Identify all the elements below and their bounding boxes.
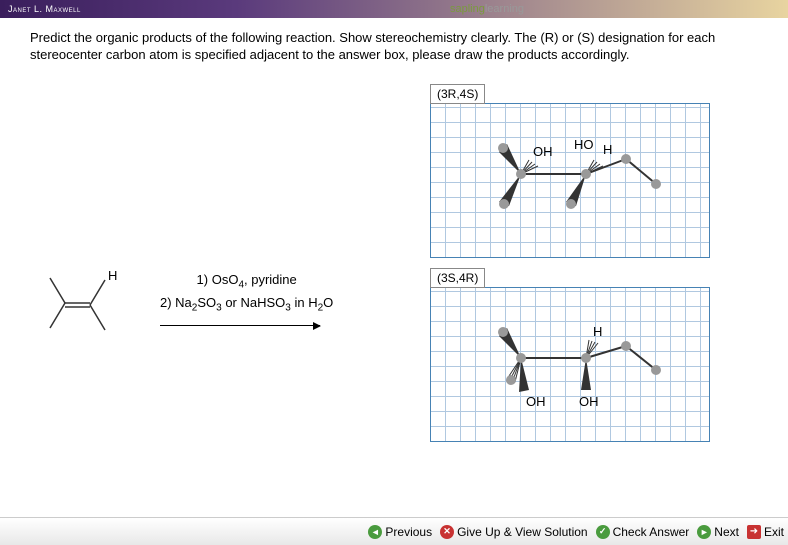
answers-column: (3R,4S) OH H HO [430,84,758,452]
svg-text:OH: OH [579,394,599,409]
exit-button[interactable]: ➜ Exit [747,525,784,539]
logo-part1: sapling [450,3,485,15]
check-icon: ✓ [596,525,610,539]
svg-text:H: H [108,268,117,283]
stereo-label-2: (3S,4R) [430,268,485,288]
giveup-icon: ✕ [440,525,454,539]
reagents-block: 1) OsO4, pyridine 2) Na2SO3 or NaHSO3 in… [160,270,333,326]
header-bar: Janet L. Maxwell saplinglearning [0,0,788,18]
drawing-grid-1[interactable]: OH H HO [430,103,710,258]
reagents-text: 1) OsO4, pyridine 2) Na2SO3 or NaHSO3 in… [160,270,333,317]
giveup-label: Give Up & View Solution [457,525,588,539]
svg-text:H: H [603,142,612,157]
sapling-logo: saplinglearning [450,3,524,15]
logo-part2: learning [485,3,524,15]
reaction-arrow [160,325,320,326]
check-label: Check Answer [613,525,690,539]
footer-bar: ◄ Previous ✕ Give Up & View Solution ✓ C… [0,517,788,545]
reactant-structure: H [30,238,130,358]
exit-icon: ➜ [747,525,761,539]
next-icon: ► [697,525,711,539]
previous-button[interactable]: ◄ Previous [368,525,432,539]
previous-icon: ◄ [368,525,382,539]
question-text: Predict the organic products of the foll… [30,30,758,64]
previous-label: Previous [385,525,432,539]
main-area: H 1) OsO4, pyridine 2) Na2SO3 or NaHSO3 … [30,84,758,452]
answer-box-2: (3S,4R) OH H OH [430,268,758,442]
next-button[interactable]: ► Next [697,525,739,539]
svg-text:OH: OH [526,394,546,409]
drawing-grid-2[interactable]: OH H OH [430,287,710,442]
content-area: Predict the organic products of the foll… [0,18,788,464]
giveup-button[interactable]: ✕ Give Up & View Solution [440,525,588,539]
svg-text:HO: HO [574,137,594,152]
answer-box-1: (3R,4S) OH H HO [430,84,758,258]
next-label: Next [714,525,739,539]
author-name: Janet L. Maxwell [8,4,81,14]
svg-text:OH: OH [533,144,553,159]
exit-label: Exit [764,525,784,539]
stereo-label-1: (3R,4S) [430,84,485,104]
reactant-column: H 1) OsO4, pyridine 2) Na2SO3 or NaHSO3 … [30,84,410,452]
check-button[interactable]: ✓ Check Answer [596,525,690,539]
svg-text:H: H [593,324,602,339]
